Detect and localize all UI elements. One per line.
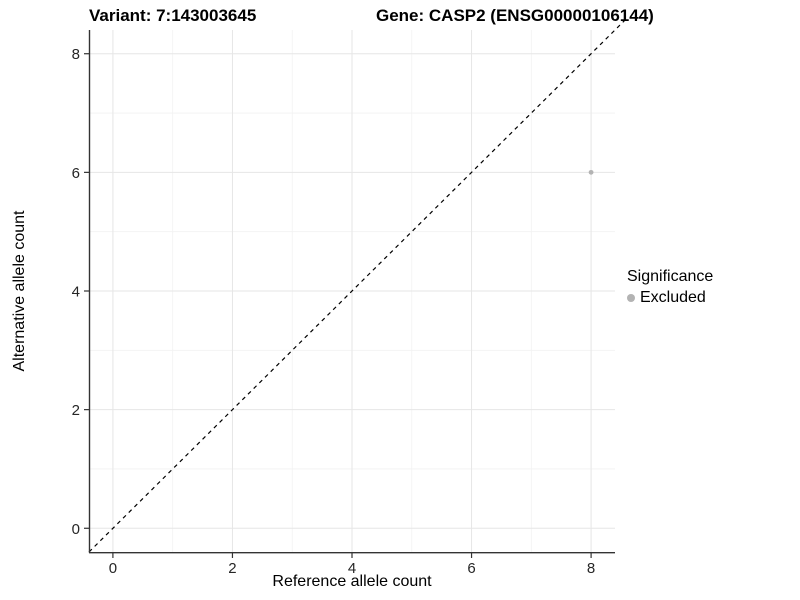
legend-item-label: Excluded (640, 289, 706, 306)
legend-item-excluded: Excluded (627, 289, 713, 307)
y-tick-label: 4 (72, 284, 80, 301)
x-tick-label: 6 (467, 560, 475, 577)
y-tick-label: 8 (72, 46, 80, 63)
x-tick-label: 0 (109, 560, 117, 577)
legend-key-dot-icon (627, 294, 635, 302)
x-tick-label: 8 (587, 560, 595, 577)
plot-title-variant: Variant: 7:143003645 (89, 6, 257, 25)
plot-title-gene: Gene: CASP2 (ENSG00000106144) (376, 6, 654, 25)
y-tick-label: 0 (72, 521, 80, 538)
legend-title: Significance (627, 268, 714, 285)
x-tick-label: 2 (228, 560, 236, 577)
y-tick-label: 2 (72, 402, 80, 419)
x-tick-label: 4 (348, 560, 356, 577)
y-axis-title: Alternative allele count (11, 210, 28, 372)
y-tick-label: 6 (72, 165, 80, 182)
data-point (588, 169, 594, 175)
identity-dashed-line (88, 17, 628, 553)
x-axis-title: Reference allele count (272, 573, 432, 590)
legend: Significance Excluded (627, 268, 713, 307)
